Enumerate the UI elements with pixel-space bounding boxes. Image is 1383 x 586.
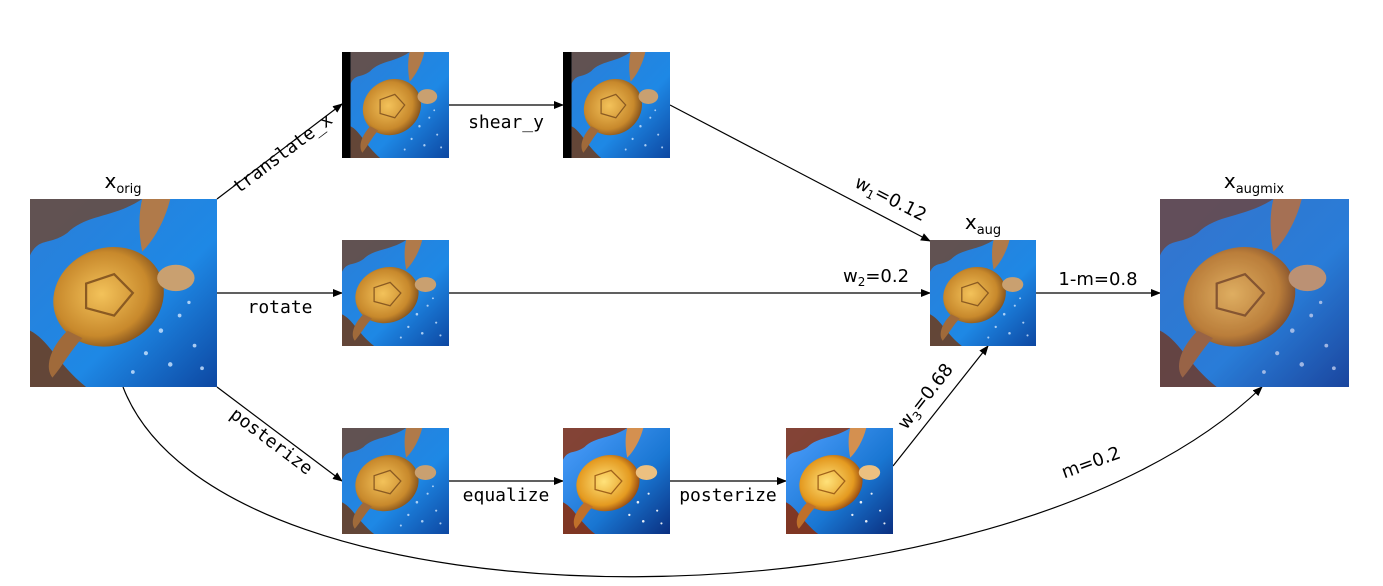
image-posterize-2 <box>786 428 893 534</box>
image-translate-x <box>342 52 449 158</box>
edge-posterize-to-aug <box>892 345 989 467</box>
edge-orig-to-posterize <box>216 386 343 482</box>
edge-orig-to-augmix-skip <box>122 386 1263 578</box>
image-equalize <box>563 428 670 534</box>
op-rotate: rotate <box>247 297 312 318</box>
node-titles: xorig xaug xaugmix <box>104 169 1284 238</box>
edge-orig-to-translate <box>216 103 343 200</box>
op-translate-x: translate_x <box>229 109 337 198</box>
image-shear-y <box>563 52 670 158</box>
edge-shear-to-aug <box>669 104 931 242</box>
title-aug: xaug <box>965 210 1001 238</box>
weight-one-minus-m: 1-m=0.8 <box>1058 269 1137 290</box>
image-posterize-1 <box>342 428 449 534</box>
title-augmix: xaugmix <box>1224 169 1285 197</box>
image-rotate <box>342 240 449 346</box>
weight-w2: w2=0.2 <box>843 266 909 289</box>
op-shear-y: shear_y <box>468 112 544 133</box>
op-posterize-2: posterize <box>679 485 777 506</box>
weight-m: m=0.2 <box>1059 442 1124 483</box>
image-aug <box>930 240 1036 346</box>
operation-labels: translate_x shear_y rotate posterize equ… <box>226 109 777 506</box>
op-posterize-1: posterize <box>226 404 317 479</box>
title-orig: xorig <box>104 169 141 197</box>
image-orig <box>30 199 217 387</box>
image-augmix <box>1160 199 1349 387</box>
op-equalize: equalize <box>463 485 550 506</box>
edges <box>122 101 1263 578</box>
